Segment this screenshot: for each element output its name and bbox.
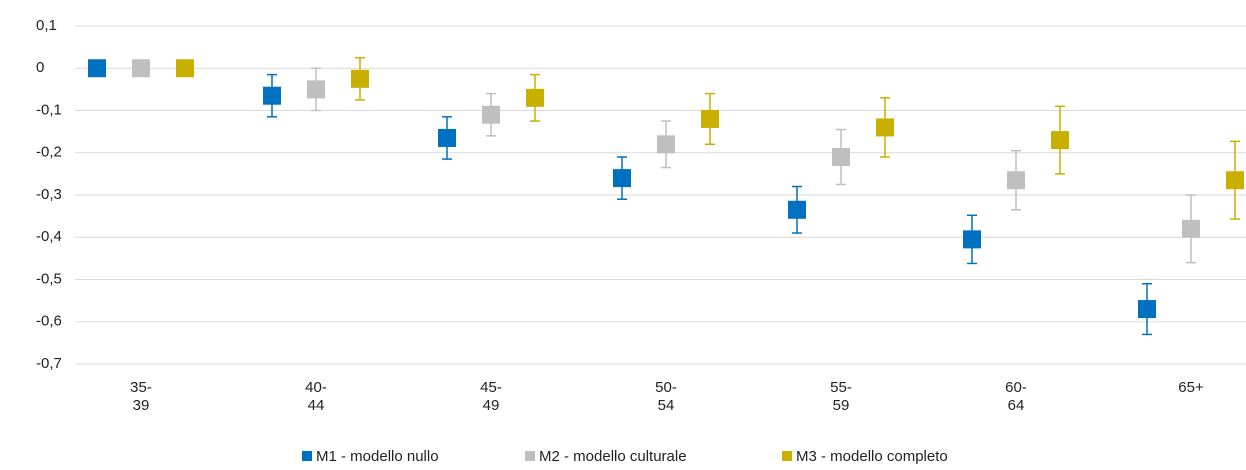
x-tick-label: 50-54 <box>655 379 677 414</box>
x-tick-label-line: 35- <box>130 379 152 396</box>
y-tick-label: 0 <box>36 59 44 76</box>
point-marker <box>657 135 675 154</box>
legend-label: M2 - modello culturale <box>539 448 687 465</box>
legend-label: M1 - modello nullo <box>316 448 439 465</box>
point-marker <box>963 230 981 249</box>
point-marker <box>701 109 719 128</box>
point-marker <box>132 59 150 78</box>
point-marker <box>1007 171 1025 190</box>
legend-swatch <box>302 451 312 461</box>
point-marker <box>1138 300 1156 319</box>
point-marker <box>176 59 194 78</box>
point-marker <box>1226 171 1244 190</box>
x-tick-label: 55-59 <box>830 379 852 414</box>
x-tick-label-line: 45- <box>480 379 502 396</box>
point-marker <box>788 200 806 219</box>
y-tick-label: -0,3 <box>36 186 62 203</box>
x-tick-label: 65+ <box>1178 379 1204 396</box>
x-tick-label-line: 50- <box>655 379 677 396</box>
y-tick-label: -0,1 <box>36 101 62 118</box>
point-marker <box>832 147 850 166</box>
point-marker <box>876 118 894 137</box>
legend-label: M3 - modello completo <box>796 448 948 465</box>
x-tick-label: 40-44 <box>305 379 327 414</box>
x-tick-label: 35-39 <box>130 379 152 414</box>
point-marker <box>482 105 500 124</box>
point-marker <box>438 128 456 147</box>
y-tick-label: -0,7 <box>36 355 62 372</box>
point-marker <box>613 169 631 188</box>
y-tick-label: -0,2 <box>36 144 62 161</box>
point-marker <box>263 86 281 105</box>
x-tick-label-line: 60- <box>1005 379 1027 396</box>
x-tick-label-line: 40- <box>305 379 327 396</box>
x-tick-label-line: 65+ <box>1178 379 1204 396</box>
point-marker <box>351 69 369 88</box>
x-tick-label-line: 49 <box>483 397 500 414</box>
x-tick-label-line: 64 <box>1008 397 1025 414</box>
x-tick-label-line: 39 <box>133 397 150 414</box>
y-tick-label: -0,5 <box>36 270 62 287</box>
x-tick-label: 60-64 <box>1005 379 1027 414</box>
x-tick-label-line: 59 <box>833 397 850 414</box>
y-tick-label: -0,4 <box>36 228 62 245</box>
x-tick-label: 45-49 <box>480 379 502 414</box>
legend-swatch <box>782 451 792 461</box>
y-tick-label: -0,6 <box>36 313 62 330</box>
x-tick-label-line: 44 <box>308 397 325 414</box>
point-marker <box>307 80 325 99</box>
legend-swatch <box>525 451 535 461</box>
point-marker <box>88 59 106 78</box>
x-tick-label-line: 54 <box>658 397 675 414</box>
x-tick-label-line: 55- <box>830 379 852 396</box>
point-marker <box>526 88 544 107</box>
point-marker <box>1182 219 1200 238</box>
point-marker <box>1051 131 1069 150</box>
y-tick-label: 0,1 <box>36 17 57 34</box>
